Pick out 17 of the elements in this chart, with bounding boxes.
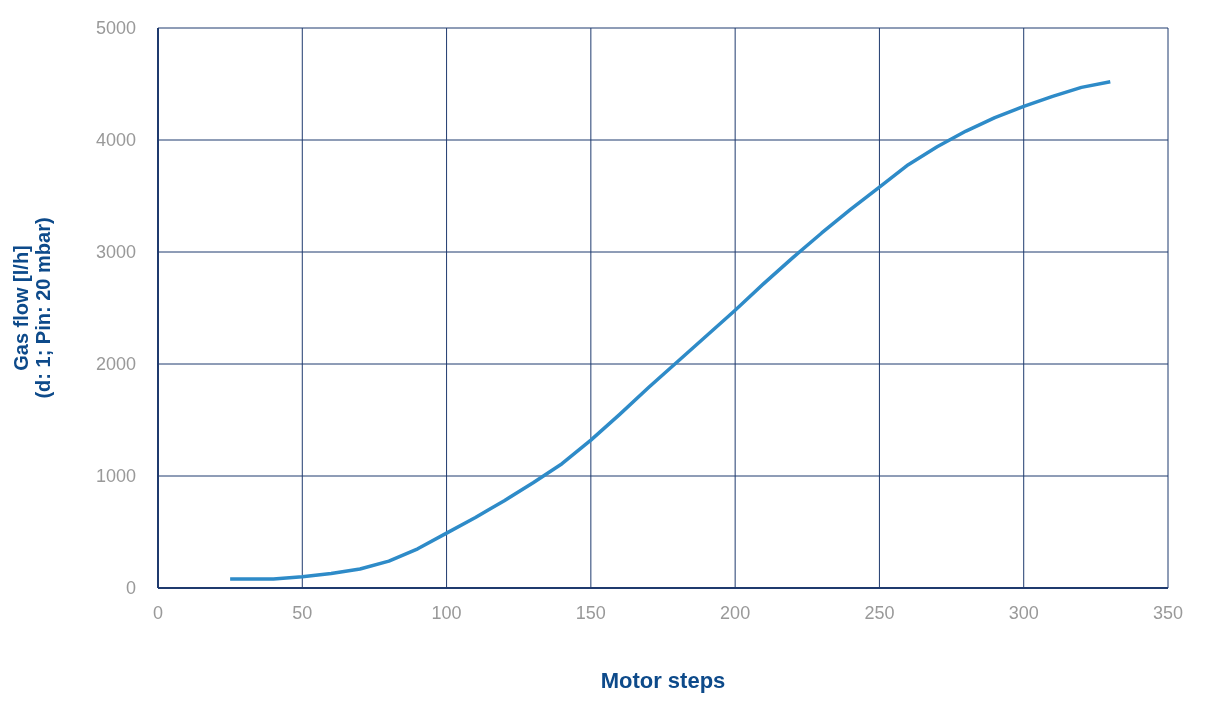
y-axis-title: Gas flow [l/h] (d: 1; Pin: 20 mbar) <box>10 217 54 399</box>
x-tick-label: 300 <box>1008 602 1039 623</box>
x-axis-title: Motor steps <box>600 668 726 693</box>
y-tick-label: 3000 <box>95 242 136 263</box>
y-tick-label: 2000 <box>95 354 136 375</box>
line-series <box>228 80 1113 581</box>
x-tick-label: 200 <box>720 602 751 623</box>
x-tick-label: 350 <box>1152 602 1184 623</box>
x-tick-label: 100 <box>431 602 462 623</box>
y-tick-label: 5000 <box>95 18 136 39</box>
x-tick-label: 50 <box>292 602 313 623</box>
x-tick-label: 250 <box>864 602 895 623</box>
y-tick-label: 4000 <box>95 130 136 151</box>
x-tick-label: 150 <box>575 602 606 623</box>
y-tick-label: 0 <box>125 578 136 599</box>
y-tick-label: 1000 <box>95 466 136 487</box>
x-tick-label: 0 <box>152 602 164 623</box>
